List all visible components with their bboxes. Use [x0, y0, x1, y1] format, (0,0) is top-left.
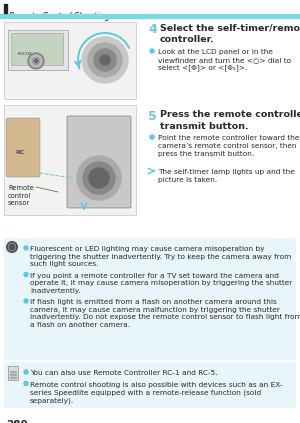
Circle shape	[150, 49, 154, 53]
Circle shape	[77, 156, 121, 200]
Text: Select the self-timer/remote
controller.: Select the self-timer/remote controller.	[160, 23, 300, 44]
Circle shape	[88, 43, 122, 77]
FancyBboxPatch shape	[6, 118, 40, 177]
Text: Look at the LCD panel or in the
viewfinder and turn the <○> dial to
select <[Φ]>: Look at the LCD panel or in the viewfind…	[158, 49, 291, 71]
Circle shape	[150, 135, 154, 139]
Bar	[4, 362, 296, 408]
Circle shape	[83, 162, 115, 194]
Text: Φ: Φ	[34, 58, 38, 63]
FancyBboxPatch shape	[67, 116, 131, 208]
Text: Remote Control Shooting: Remote Control Shooting	[9, 12, 110, 21]
Circle shape	[28, 53, 44, 69]
Bar	[0, 14, 300, 18]
Circle shape	[24, 272, 28, 277]
Text: You can also use Remote Controller RC-1 and RC-5.: You can also use Remote Controller RC-1 …	[30, 370, 218, 376]
Circle shape	[24, 299, 28, 303]
Circle shape	[82, 37, 128, 83]
Bar	[4, 105, 136, 215]
Circle shape	[24, 370, 28, 374]
Text: RC: RC	[15, 150, 24, 155]
Circle shape	[30, 55, 42, 67]
Text: Remote
control
sensor: Remote control sensor	[8, 185, 34, 206]
Bar	[11, 33, 63, 65]
Text: The self-timer lamp lights up and the
picture is taken.: The self-timer lamp lights up and the pi…	[158, 169, 295, 183]
Bar	[10, 374, 16, 375]
Bar	[4, 238, 296, 360]
Text: Fluorescent or LED lighting may cause camera misoperation by
triggering the shut: Fluorescent or LED lighting may cause ca…	[30, 246, 291, 267]
Text: If you point a remote controller for a TV set toward the camera and
operate it, : If you point a remote controller for a T…	[30, 272, 292, 294]
Circle shape	[89, 168, 109, 188]
Text: 5: 5	[148, 110, 157, 123]
Text: 280: 280	[6, 420, 28, 423]
Text: Point the remote controller toward the
camera’s remote control sensor, then
pres: Point the remote controller toward the c…	[158, 135, 299, 157]
Text: Remote control shooting is also possible with devices such as an EX-
series Spee: Remote control shooting is also possible…	[30, 382, 283, 404]
Text: If flash light is emitted from a flash on another camera around this
camera, it : If flash light is emitted from a flash o…	[30, 299, 300, 327]
Bar	[10, 371, 16, 372]
Circle shape	[24, 246, 28, 250]
Circle shape	[32, 58, 40, 64]
Text: Press the remote controller's
transmit button.: Press the remote controller's transmit b…	[160, 110, 300, 131]
Bar	[10, 376, 16, 378]
Bar	[4, 4, 7, 13]
Text: 4: 4	[148, 23, 157, 36]
Circle shape	[9, 244, 15, 250]
FancyBboxPatch shape	[8, 366, 18, 380]
Text: FOCUS: FOCUS	[18, 52, 33, 56]
Circle shape	[100, 55, 110, 65]
Bar	[8, 30, 68, 70]
Bar	[4, 22, 136, 99]
Circle shape	[24, 382, 28, 385]
Circle shape	[94, 49, 116, 71]
